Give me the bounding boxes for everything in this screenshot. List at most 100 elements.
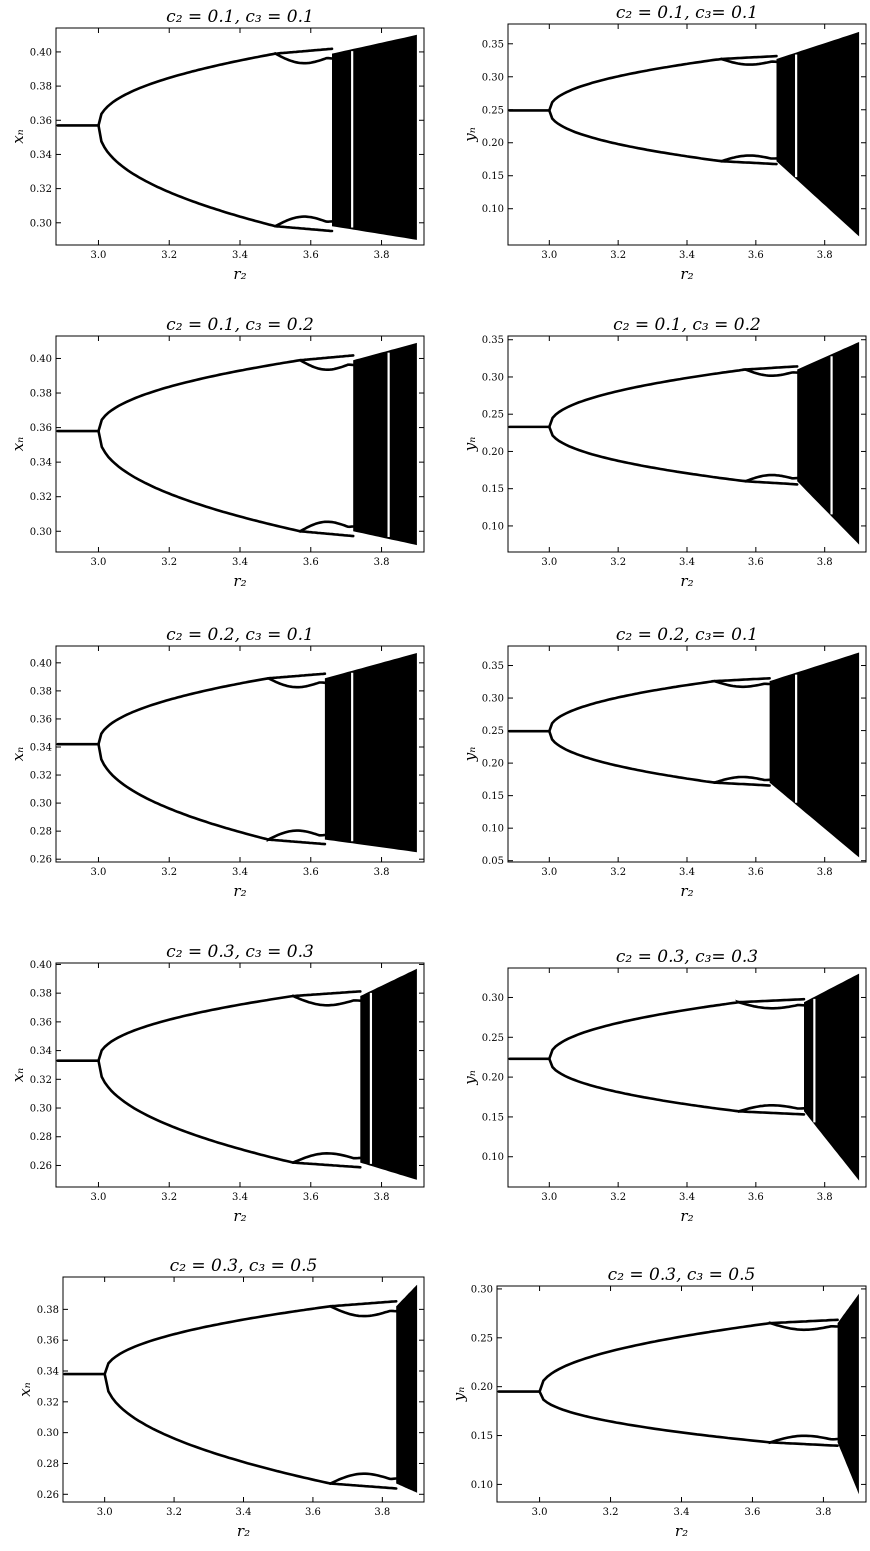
upper-period4-loop-outer	[711, 677, 771, 683]
upper-period4-loop-outer	[274, 47, 334, 55]
lower-period4-loop-inner	[298, 520, 355, 533]
x-tick-label: 3.4	[232, 250, 248, 261]
plot-frame	[496, 1285, 867, 1503]
y-tick-label: 0.30	[482, 72, 504, 83]
y-tick-label: 0.34	[30, 1046, 52, 1057]
upper-branch	[97, 677, 270, 746]
x-tick-label: 3.0	[91, 867, 107, 878]
x-axis-label: r₂	[680, 1207, 693, 1225]
y-tick-label: 0.34	[30, 150, 52, 161]
x-axis-label: r₂	[233, 572, 246, 590]
lower-branch	[103, 1372, 332, 1485]
y-tick-label: 0.25	[482, 1033, 504, 1044]
lower-period4-loop-outer	[266, 838, 327, 846]
y-axis-label: xₙ	[16, 1382, 34, 1397]
y-tick-label: 0.20	[482, 1073, 504, 1084]
y-tick-label: 0.30	[37, 1428, 59, 1439]
y-tick-label: 0.32	[30, 1075, 52, 1086]
upper-branch	[548, 368, 747, 429]
chaotic-band	[769, 652, 860, 858]
lower-period4-loop-inner	[736, 1104, 806, 1113]
lower-period4-loop-outer	[717, 159, 778, 166]
x-tick-label: 3.6	[748, 1192, 764, 1203]
x-tick-label: 3.8	[374, 1507, 390, 1518]
y-tick-label: 0.30	[471, 1284, 493, 1295]
lower-period4-loop-inner	[328, 1472, 398, 1485]
y-tick-label: 0.40	[30, 960, 52, 971]
y-tick-label: 0.10	[482, 521, 504, 532]
lower-period4-loop-inner	[711, 775, 771, 784]
chaotic-band	[837, 1293, 859, 1495]
x-tick-label: 3.8	[817, 250, 833, 261]
x-tick-label: 3.2	[161, 867, 177, 878]
upper-period4-loop-outer	[718, 54, 778, 61]
x-axis-label: r₂	[680, 882, 693, 900]
y-tick-label: 0.35	[482, 39, 504, 50]
x-tick-label: 3.0	[541, 557, 557, 568]
y-tick-label: 0.38	[30, 82, 52, 93]
y-tick-label: 0.25	[482, 410, 504, 421]
y-tick-label: 0.15	[482, 484, 504, 495]
x-axis-label: r₂	[680, 265, 693, 283]
chart-title: c₂ = 0.2, c₃ = 0.1	[166, 625, 314, 645]
upper-period4-loop-inner	[266, 676, 327, 689]
x-tick-label: 3.6	[748, 557, 764, 568]
y-tick-label: 0.25	[471, 1333, 493, 1344]
x-tick-label: 3.0	[97, 1507, 113, 1518]
upper-branch	[103, 1305, 332, 1376]
upper-period4-loop-inner	[298, 358, 355, 371]
x-axis-label: r₂	[233, 1207, 246, 1225]
x-tick-label: 3.6	[303, 557, 319, 568]
x-tick-label: 3.4	[236, 1507, 252, 1518]
y-tick-label: 0.15	[482, 1112, 504, 1123]
lower-branch	[97, 429, 302, 533]
lower-branch	[548, 729, 716, 784]
y-tick-label: 0.05	[482, 856, 504, 867]
chart-title: c₂ = 0.3, c₃= 0.3	[616, 947, 758, 967]
x-tick-label: 3.4	[679, 557, 695, 568]
y-tick-label: 0.40	[30, 354, 52, 365]
y-tick-label: 0.30	[482, 694, 504, 705]
y-axis-label: xₙ	[9, 129, 27, 144]
y-tick-label: 0.32	[37, 1397, 59, 1408]
y-tick-label: 0.10	[482, 1152, 504, 1163]
x-tick-label: 3.0	[541, 867, 557, 878]
x-tick-label: 3.2	[161, 250, 177, 261]
lower-period4-loop-inner	[291, 1151, 362, 1165]
y-tick-label: 0.32	[30, 492, 52, 503]
bifurcation-chart-5: c₂ = 0.2, c₃ = 0.1 3.0 3.2 3.4 3.6 3.8 0.26 0.2…	[9, 625, 425, 900]
x-tick-label: 3.4	[679, 867, 695, 878]
chart-title: c₂ = 0.3, c₃ = 0.5	[170, 1256, 318, 1276]
lower-branch	[548, 1057, 740, 1113]
x-tick-label: 3.8	[374, 250, 390, 261]
chaotic-band	[797, 342, 860, 545]
y-tick-label: 0.36	[30, 1017, 52, 1028]
chart-title: c₂ = 0.3, c₃ = 0.5	[608, 1265, 756, 1285]
upper-branch	[548, 679, 716, 733]
chart-title: c₂ = 0.2, c₃= 0.1	[616, 625, 758, 645]
y-tick-label: 0.26	[30, 1161, 52, 1172]
y-tick-label: 0.20	[482, 759, 504, 770]
y-axis-label: yₙ	[461, 127, 479, 143]
upper-period4-loop-inner	[734, 999, 806, 1010]
bifurcation-chart-10: c₂ = 0.3, c₃ = 0.5 3.0 3.2 3.4 3.6 3.8 0.10 0.1…	[450, 1265, 867, 1540]
chaotic-band	[324, 653, 417, 853]
x-tick-label: 3.4	[674, 1507, 690, 1518]
y-tick-label: 0.25	[482, 726, 504, 737]
chart-title: c₂ = 0.1, c₃= 0.1	[616, 3, 758, 23]
x-tick-label: 3.2	[166, 1507, 182, 1518]
bifurcation-chart-4: c₂ = 0.1, c₃ = 0.2 3.0 3.2 3.4 3.6 3.8 0.10 0.1…	[461, 315, 867, 590]
y-tick-label: 0.40	[30, 47, 52, 58]
y-tick-label: 0.30	[482, 993, 504, 1004]
x-tick-label: 3.4	[232, 557, 248, 568]
x-tick-label: 3.0	[91, 250, 107, 261]
y-tick-label: 0.25	[482, 105, 504, 116]
x-tick-label: 3.6	[303, 867, 319, 878]
y-tick-label: 0.10	[482, 824, 504, 835]
y-tick-label: 0.30	[30, 527, 52, 538]
upper-branch	[97, 994, 295, 1062]
y-axis-label: xₙ	[9, 747, 27, 762]
y-tick-label: 0.30	[482, 372, 504, 383]
bifurcation-chart-9: c₂ = 0.3, c₃ = 0.5 3.0 3.2 3.4 3.6 3.8 0.26 0.2…	[16, 1256, 425, 1540]
lower-period4-loop-inner	[718, 154, 778, 163]
